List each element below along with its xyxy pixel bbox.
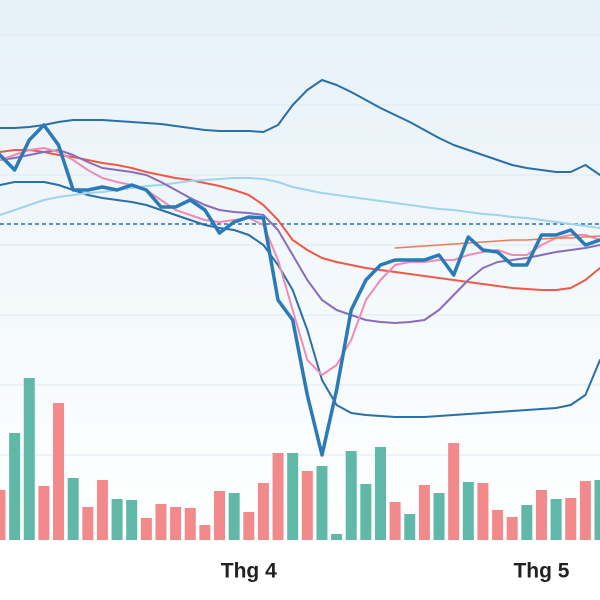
volume-bar: [360, 484, 372, 540]
volume-bar: [0, 490, 6, 540]
volume-bar: [184, 508, 196, 540]
volume-bar: [53, 403, 65, 540]
volume-bar: [374, 447, 386, 540]
line-trend: [394, 235, 600, 249]
volume-bar: [243, 512, 255, 540]
line-upper-band: [0, 79, 600, 176]
volume-bar: [594, 480, 600, 540]
volume-bar: [140, 518, 152, 540]
volume-bar: [67, 478, 79, 540]
volume-bar: [199, 525, 211, 540]
volume-bar: [214, 491, 226, 540]
volume-bar: [477, 483, 489, 540]
volume-bar: [535, 490, 547, 540]
volume-bar: [462, 482, 474, 540]
volume-bar: [126, 500, 138, 540]
line-ma-slow: [0, 177, 600, 229]
volume-bar: [506, 517, 518, 540]
volume-bar: [521, 505, 533, 540]
line-price: [0, 123, 600, 457]
volume-bar: [565, 498, 577, 540]
volume-bar: [418, 485, 430, 540]
volume-bar: [579, 481, 591, 540]
volume-bar: [448, 443, 460, 540]
volume-bar: [96, 480, 108, 540]
volume-bar: [301, 471, 313, 540]
volume-bar: [228, 493, 240, 540]
volume-bar: [9, 433, 21, 540]
volume-bar: [316, 466, 328, 540]
volume-bar: [257, 483, 269, 540]
line-ma-long: [0, 149, 600, 291]
volume-bar: [433, 493, 445, 540]
x-tick-label: Thg 5: [513, 560, 569, 583]
volume-bar: [331, 534, 343, 540]
line-ma-mid: [0, 149, 600, 324]
plot-background: [0, 0, 600, 540]
volume-bar: [404, 514, 416, 540]
x-tick-label: Thg 4: [221, 560, 277, 583]
grid: [0, 34, 600, 456]
volume-bar: [492, 510, 504, 540]
line-ma-short: [0, 147, 600, 376]
volume-bar: [389, 502, 401, 540]
volume-bar: [272, 453, 284, 540]
volume-bar: [155, 504, 167, 540]
volume-bar: [82, 507, 94, 540]
volume-bar: [38, 486, 50, 540]
volume-bar: [550, 499, 562, 540]
volume-bar: [111, 499, 123, 540]
volume-bar: [23, 378, 35, 540]
volume-bar: [170, 507, 182, 540]
volume-bar: [287, 453, 299, 540]
volume-bar: [345, 451, 357, 540]
line-lower-band: [0, 181, 600, 418]
